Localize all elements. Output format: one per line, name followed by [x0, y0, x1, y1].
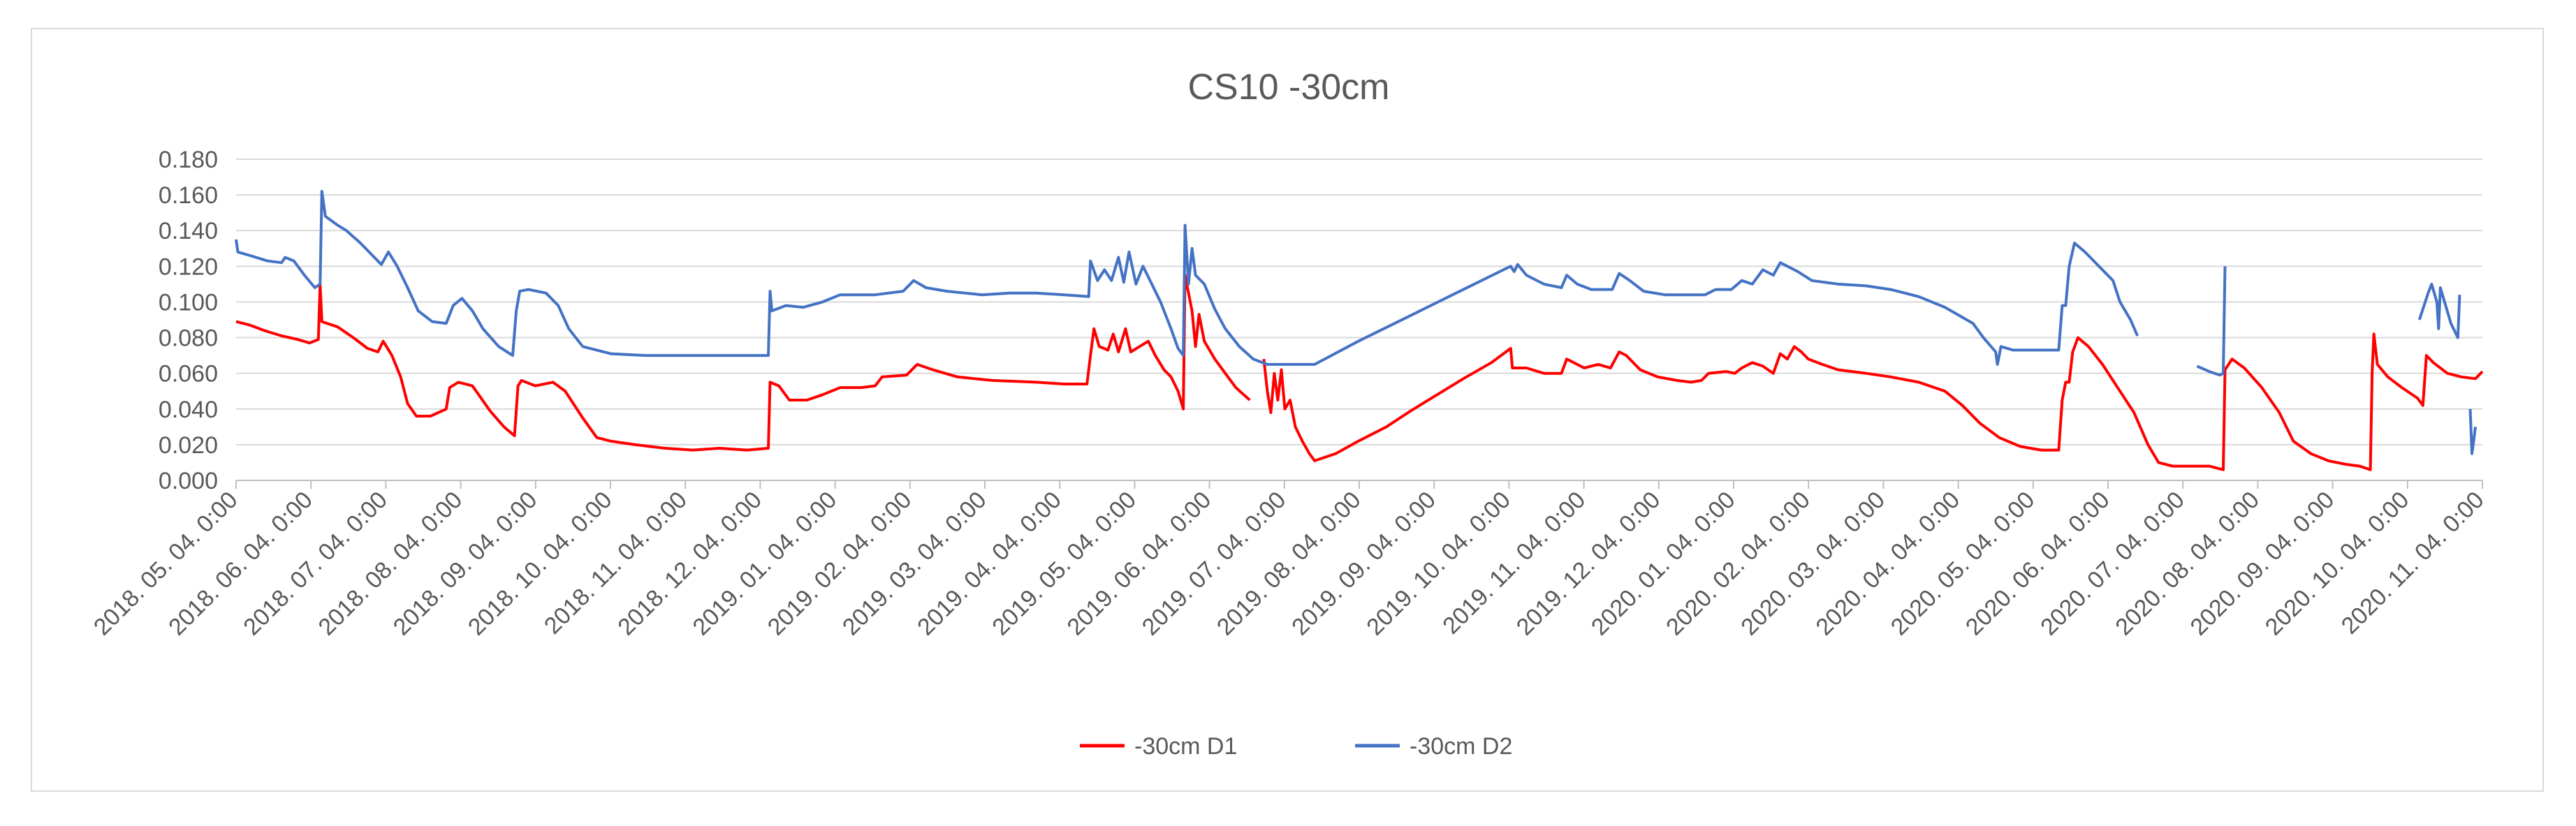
- x-tick-label: 2019. 10. 04. 0:00: [1361, 487, 1516, 641]
- x-tick-label: 2019. 07. 04. 0:00: [1137, 487, 1291, 641]
- line-chart: CS10 -30cm 0.000 0.020 0.040 0.060 0.080 0.10…: [89, 67, 2489, 760]
- series-2: [235, 190, 2477, 455]
- chart-frame: CS10 -30cm 0.000 0.020 0.040 0.060 0.080 0.10…: [31, 28, 2544, 792]
- x-tick-label: 2019. 05. 04. 0:00: [987, 487, 1141, 641]
- x-tick-label: 2020. 07. 04. 0:00: [2035, 487, 2190, 641]
- gridlines: [236, 158, 2482, 481]
- y-tick-label: 0.140: [159, 218, 218, 244]
- x-tick-label: 2019. 04. 04. 0:00: [912, 487, 1067, 641]
- y-tick-label: 0.120: [159, 253, 218, 280]
- x-tick-label: 2020. 04. 04. 0:00: [1811, 487, 1966, 641]
- y-tick-label: 0.160: [159, 182, 218, 209]
- x-tick-label: 2018. 09. 04. 0:00: [388, 487, 543, 641]
- series-line: [1262, 332, 2484, 471]
- x-tick-label: 2019. 02. 04. 0:00: [763, 487, 917, 641]
- x-tick-label: 2020. 05. 04. 0:00: [1886, 487, 2040, 641]
- x-tick-label: 2020. 11. 04. 0:00: [2336, 487, 2489, 640]
- series-line: [2468, 408, 2477, 455]
- x-tick-label: 2020. 03. 04. 0:00: [1736, 487, 1890, 641]
- series-line: [2196, 266, 2227, 377]
- y-tick-label: 0.040: [159, 397, 218, 423]
- series-line: [235, 190, 2139, 366]
- x-tick-label: 2019. 09. 04. 0:00: [1287, 487, 1441, 641]
- x-tick-label: 2019. 06. 04. 0:00: [1062, 487, 1217, 641]
- x-tick-label: 2019. 08. 04. 0:00: [1212, 487, 1366, 641]
- x-tick-label: 2019. 03. 04. 0:00: [837, 487, 992, 641]
- x-tick-label: 2018. 05. 04. 0:00: [89, 487, 243, 641]
- x-tick-label: 2018. 08. 04. 0:00: [314, 487, 468, 641]
- y-axis-ticks: 0.000 0.020 0.040 0.060 0.080 0.100 0.120 0.140…: [159, 147, 218, 494]
- x-tick-label: 2020. 01. 04. 0:00: [1586, 487, 1741, 641]
- x-tick-label: 2020. 06. 04. 0:00: [1961, 487, 2115, 641]
- series-lines: [235, 190, 2484, 471]
- y-tick-label: 0.000: [159, 468, 218, 494]
- y-tick-label: 0.020: [159, 432, 218, 459]
- x-tick-label: 2019. 11. 04. 0:00: [1437, 487, 1590, 640]
- x-tick-label: 2018. 10. 04. 0:00: [463, 487, 617, 641]
- x-tick-label: 2020. 02. 04. 0:00: [1661, 487, 1815, 641]
- legend-label: -30cm D1: [1134, 733, 1237, 760]
- y-tick-label: 0.060: [159, 361, 218, 388]
- x-tick-label: 2018. 06. 04. 0:00: [163, 487, 318, 641]
- series-1: [235, 274, 2484, 471]
- x-tick-label: 2020. 08. 04. 0:00: [2110, 487, 2264, 641]
- x-tick-label: 2020. 10. 04. 0:00: [2260, 487, 2415, 641]
- x-tick-label: 2018. 11. 04. 0:00: [539, 487, 692, 640]
- legend: -30cm D1 -30cm D2: [1080, 733, 1512, 760]
- x-tick-label: 2020. 09. 04. 0:00: [2186, 487, 2340, 641]
- y-tick-label: 0.080: [159, 325, 218, 352]
- series-line: [2417, 282, 2461, 339]
- series-line: [235, 274, 1251, 452]
- y-tick-label: 0.180: [159, 147, 218, 173]
- chart-title: CS10 -30cm: [1188, 67, 1390, 108]
- x-tick-label: 2019. 12. 04. 0:00: [1512, 487, 1666, 641]
- x-tick-label: 2018. 07. 04. 0:00: [238, 487, 393, 641]
- x-tick-label: 2019. 01. 04. 0:00: [688, 487, 842, 641]
- legend-label: -30cm D2: [1410, 733, 1512, 760]
- x-tick-label: 2018. 12. 04. 0:00: [613, 487, 767, 641]
- y-tick-label: 0.100: [159, 289, 218, 316]
